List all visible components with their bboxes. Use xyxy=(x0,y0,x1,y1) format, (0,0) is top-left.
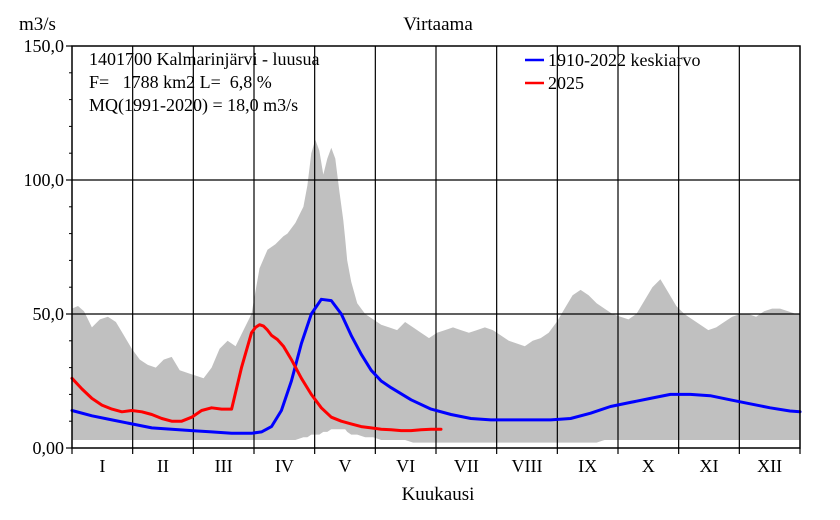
x-tick-label-month: IX xyxy=(578,456,597,476)
plot-frame xyxy=(71,45,801,449)
x-tick-label-month: XII xyxy=(757,456,782,476)
legend: 1910-2022 keskiarvo 2025 xyxy=(525,50,700,93)
x-tick-label-month: III xyxy=(215,456,233,476)
series-line-2025 xyxy=(70,323,443,433)
x-tick-label-month: X xyxy=(642,456,655,476)
y-tick-label: 100,0 xyxy=(24,170,65,190)
chart-title: Virtaama xyxy=(403,14,473,35)
catchment-info: F= 1788 km2 L= 6,8 % xyxy=(89,72,272,92)
x-tick-label-month: IV xyxy=(275,456,294,476)
x-tick-label-month: II xyxy=(157,456,169,476)
y-tick-label: 150,0 xyxy=(24,36,65,56)
x-tick-label-month: I xyxy=(99,456,105,476)
x-tick-label-month: VII xyxy=(454,456,479,476)
x-axis-label: Kuukausi xyxy=(402,484,475,505)
x-tick-label-month: XI xyxy=(700,456,719,476)
series-line-mean xyxy=(70,297,802,435)
legend-label-mean: 1910-2022 keskiarvo xyxy=(548,50,700,70)
x-tick-label-month: VIII xyxy=(512,456,543,476)
y-tick-label: 0,00 xyxy=(33,438,65,458)
x-tick-label-month: V xyxy=(339,456,352,476)
station-info: 1401700 Kalmarinjärvi - luusua F= 1788 k… xyxy=(89,49,319,116)
station-name: 1401700 Kalmarinjärvi - luusua xyxy=(89,49,319,69)
y-axis-label: m3/s xyxy=(19,14,56,35)
legend-label-2025: 2025 xyxy=(548,73,584,93)
x-tick-label-month: VI xyxy=(396,456,415,476)
mean-flow-info: MQ(1991-2020) = 18,0 m3/s xyxy=(89,95,298,116)
y-tick-label: 50,0 xyxy=(33,304,65,324)
